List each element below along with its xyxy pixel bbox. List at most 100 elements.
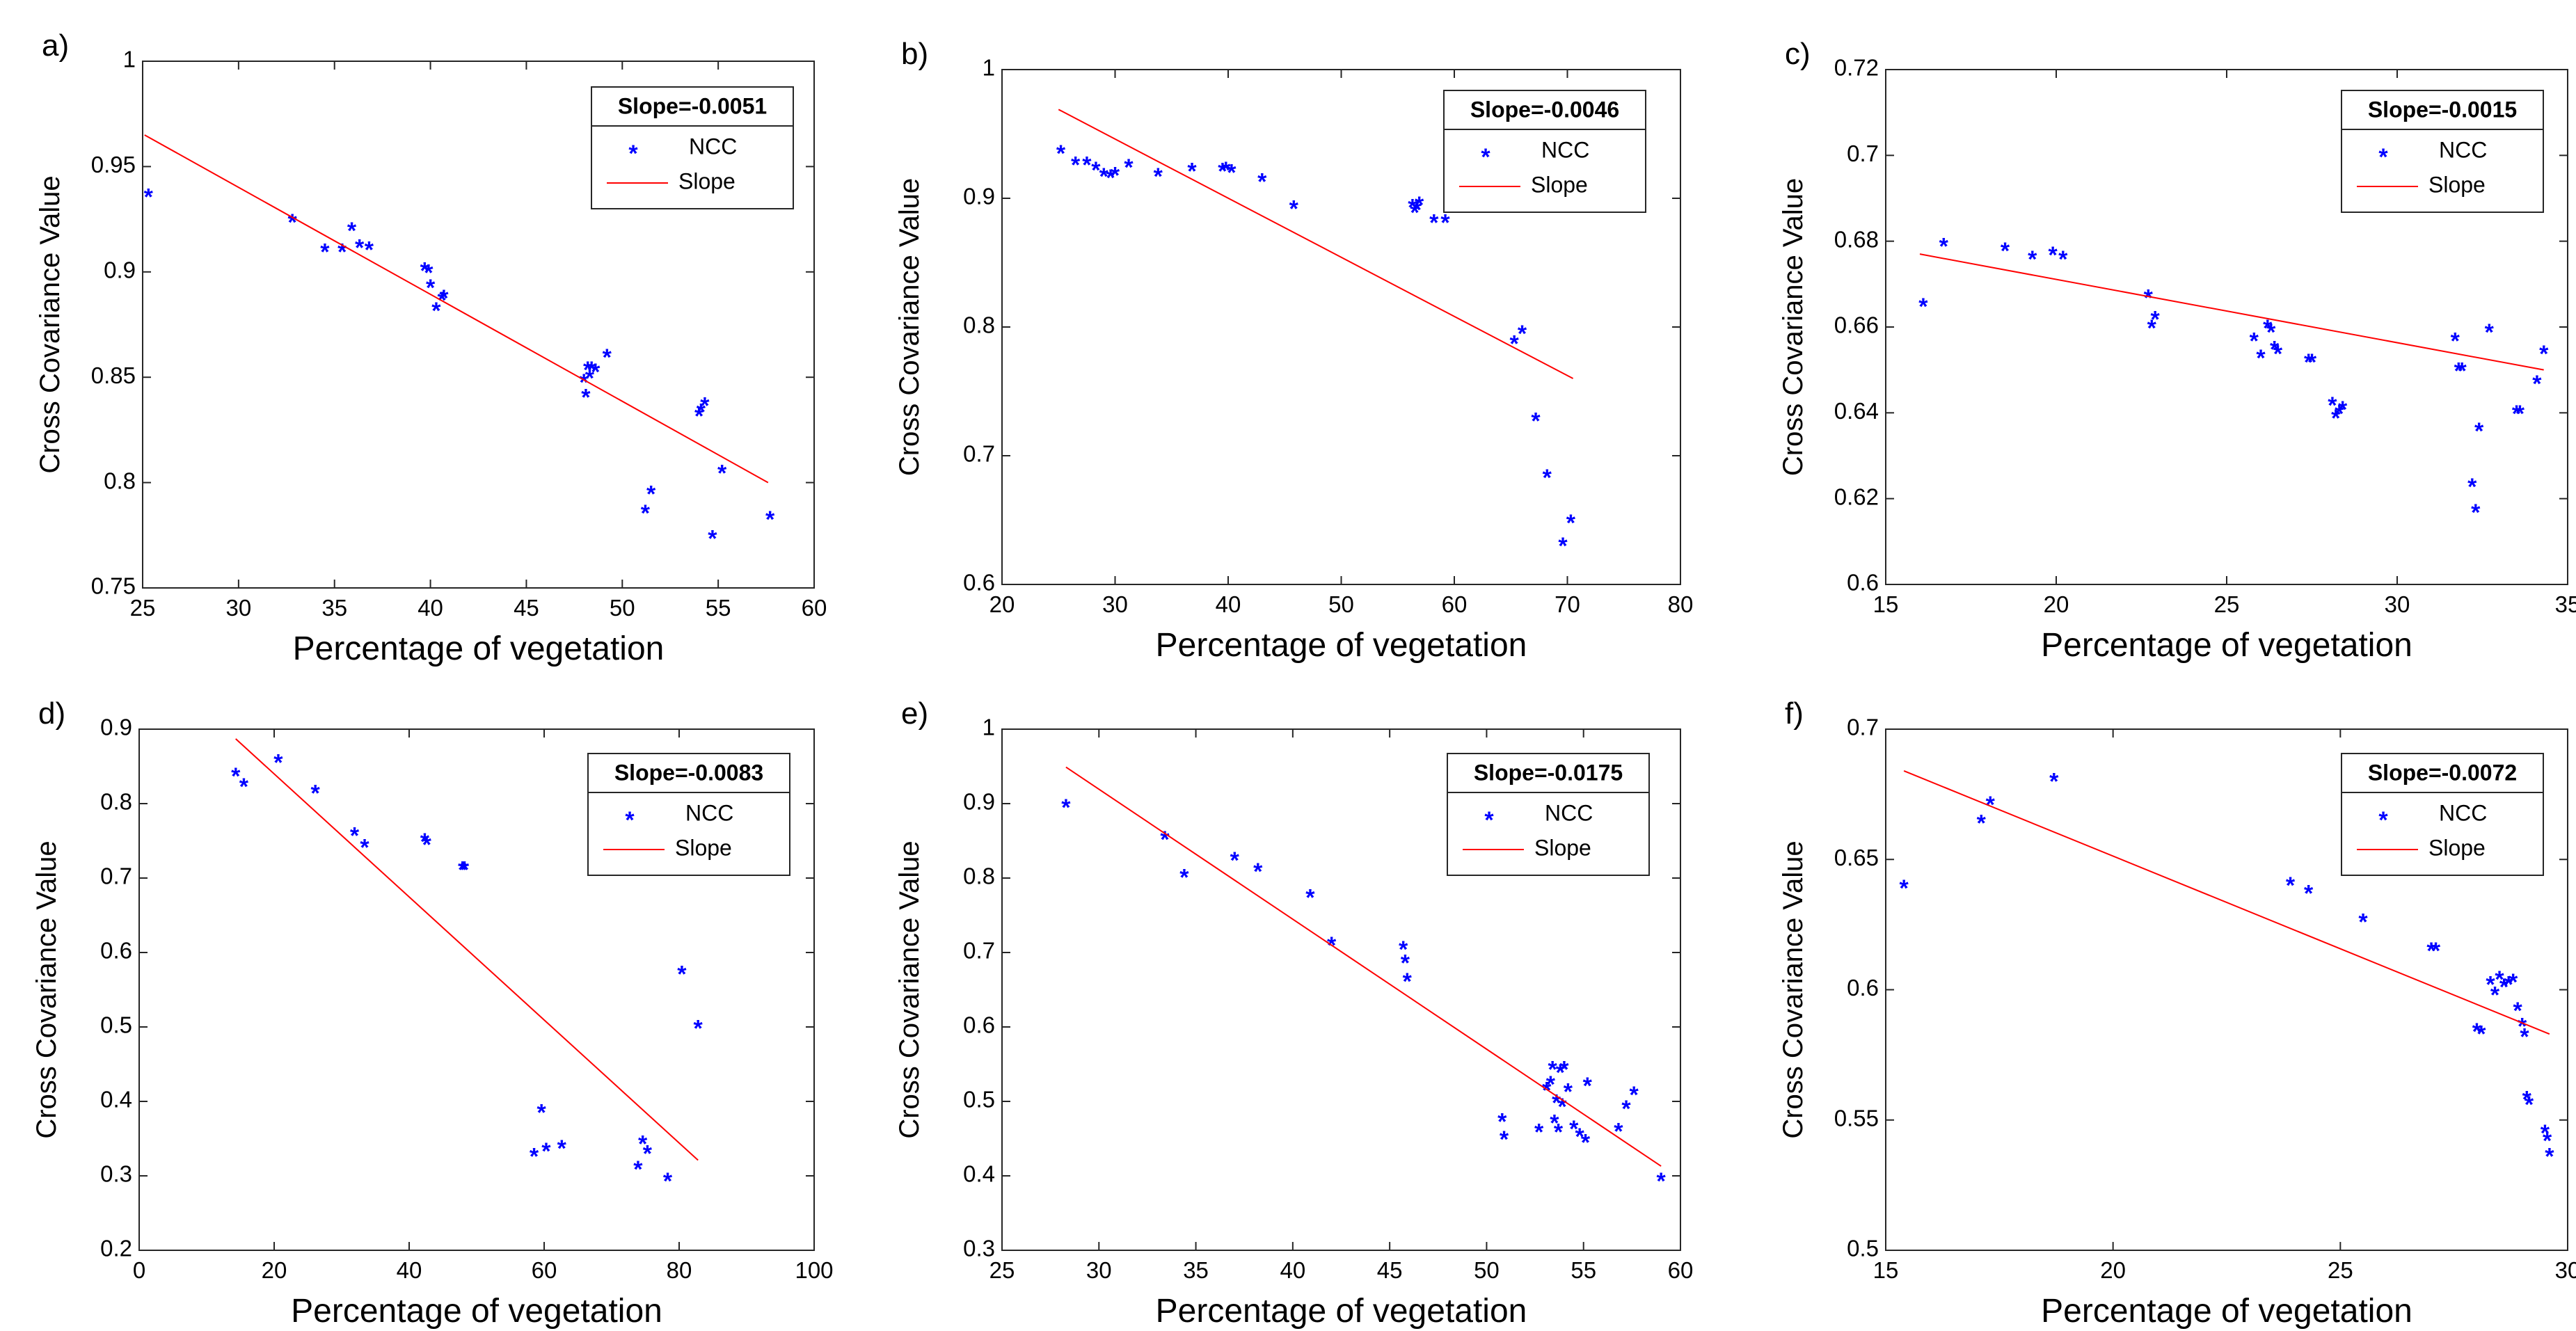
data-point: * — [2328, 392, 2337, 419]
y-tick-label: 0.64 — [1834, 398, 1879, 424]
data-point: * — [2504, 972, 2513, 998]
panel-a: 25 30 35 40 45 50 55 60 0.75 0.8 0.85 0.9 0.95 1 Perce… — [35, 29, 827, 667]
data-point: * — [2307, 349, 2317, 376]
legend-box — [591, 86, 794, 209]
data-point: * — [2304, 349, 2314, 376]
y-tick-label: 0.6 — [100, 938, 132, 964]
data-point: * — [1160, 827, 1170, 853]
x-tick-label: 60 — [1442, 591, 1468, 617]
x-tick-label: 80 — [667, 1257, 692, 1283]
y-tick-label: 0.7 — [963, 441, 995, 467]
y-tick-label: 0.62 — [1834, 484, 1879, 509]
x-tick-label: 35 — [2555, 591, 2576, 617]
data-point: * — [239, 774, 249, 800]
x-tick-label: 15 — [1873, 1257, 1899, 1283]
data-point: * — [1534, 1119, 1544, 1145]
data-point: * — [697, 399, 706, 426]
panel-b: 20 30 40 50 60 70 80 0.6 0.7 0.8 0.9 1 Percentage of… — [894, 37, 1693, 664]
data-point: * — [708, 525, 717, 552]
y-tick-label: 0.2 — [100, 1236, 132, 1261]
y-tick-label: 0.72 — [1834, 55, 1879, 81]
data-point: * — [2543, 1128, 2552, 1154]
legend-marker-ncc: * — [625, 807, 635, 834]
data-point: * — [694, 404, 704, 430]
data-point: * — [643, 1140, 653, 1167]
data-point: * — [1939, 234, 1949, 260]
data-point: * — [2509, 969, 2518, 996]
y-tick-label: 1 — [123, 47, 136, 72]
data-point: * — [2486, 972, 2495, 998]
data-point: * — [1575, 1124, 1585, 1150]
data-point: * — [1557, 1094, 1567, 1120]
data-point: * — [2454, 358, 2464, 384]
data-point: * — [1558, 533, 1568, 559]
data-point: * — [1621, 1096, 1631, 1122]
data-point: * — [1542, 1077, 1552, 1103]
data-point: * — [426, 275, 436, 301]
data-point: * — [2512, 401, 2522, 427]
data-point: * — [2250, 328, 2259, 354]
data-point: * — [1099, 164, 1109, 190]
x-tick-label: 40 — [1216, 591, 1241, 617]
legend-entry-ncc: NCC — [685, 800, 733, 825]
data-point: * — [320, 239, 330, 265]
data-point: * — [1550, 1110, 1559, 1137]
panel-c: 15 20 25 30 35 0.6 0.62 0.64 0.66 0.68 0.7 0.72 Perc… — [1778, 37, 2576, 664]
y-tick-label: 1 — [983, 715, 995, 740]
data-point: * — [422, 831, 432, 858]
data-point: * — [2490, 982, 2500, 1008]
panel-label: f) — [1785, 696, 1804, 731]
legend-marker-ncc: * — [628, 141, 638, 167]
data-point: * — [2256, 345, 2266, 372]
x-tick-label: 30 — [2555, 1257, 2576, 1283]
data-point: * — [633, 1156, 643, 1183]
data-point: * — [1289, 196, 1299, 222]
x-axis-label: Percentage of vegetation — [293, 630, 665, 667]
x-tick-label: 40 — [418, 595, 443, 621]
data-point: * — [1230, 847, 1240, 874]
x-tick-label: 25 — [2214, 591, 2240, 617]
x-axis-label: Percentage of vegetation — [2041, 627, 2412, 664]
data-point: * — [1569, 1116, 1579, 1142]
legend-entry-slope: Slope — [2428, 835, 2486, 860]
data-point: * — [2472, 1019, 2482, 1045]
x-tick-label: 55 — [1571, 1257, 1596, 1283]
data-point: * — [581, 384, 591, 411]
legend-box — [2341, 90, 2544, 213]
legend-marker-ncc: * — [2378, 144, 2388, 170]
y-tick-label: 0.68 — [1834, 226, 1879, 252]
y-axis-label: Cross Covariance Value — [31, 840, 62, 1138]
data-point: * — [1559, 1056, 1569, 1083]
data-point: * — [583, 357, 593, 383]
y-tick-label: 0.85 — [91, 362, 136, 388]
panel-label: e) — [901, 696, 928, 731]
x-axis-label: Percentage of vegetation — [2041, 1293, 2412, 1330]
data-point: * — [311, 781, 321, 807]
data-point: * — [1111, 162, 1120, 189]
data-point: * — [2270, 337, 2280, 363]
data-point: * — [1415, 192, 1424, 218]
legend-box — [1447, 753, 1650, 876]
data-point: * — [2144, 285, 2154, 312]
y-axis-label: Cross Covariance Value — [1778, 840, 1808, 1138]
data-point: * — [1564, 1079, 1573, 1106]
x-tick-label: 60 — [1668, 1257, 1694, 1283]
data-point: * — [1429, 210, 1439, 237]
slope-line — [1919, 253, 2544, 371]
slope-line — [1058, 109, 1574, 379]
x-tick-label: 30 — [2385, 591, 2410, 617]
x-tick-label: 25 — [2328, 1257, 2353, 1283]
legend-title: Slope=-0.0046 — [1470, 97, 1619, 122]
y-tick-label: 0.7 — [1847, 715, 1879, 740]
data-point: * — [2520, 1023, 2529, 1050]
data-point: * — [1900, 875, 1909, 902]
data-point: * — [347, 218, 357, 244]
legend-entry-slope: Slope — [675, 835, 732, 860]
data-point: * — [1581, 1129, 1591, 1156]
x-axis-label: Percentage of vegetation — [1156, 1293, 1527, 1330]
data-point: * — [1221, 157, 1231, 184]
data-point: * — [337, 239, 347, 265]
y-axis-label: Cross Covariance Value — [1778, 178, 1808, 476]
data-point: * — [530, 1144, 539, 1170]
y-tick-label: 0.9 — [104, 257, 136, 283]
